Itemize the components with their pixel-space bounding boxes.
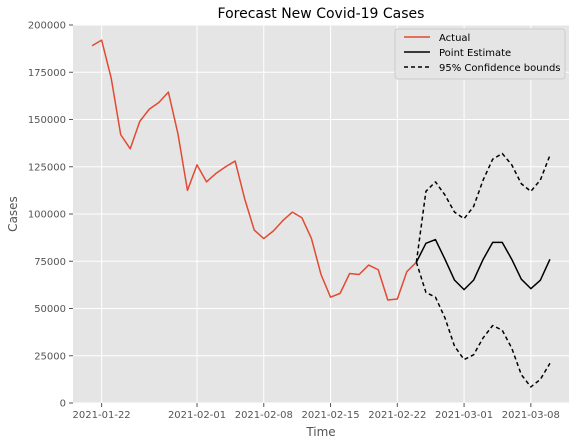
x-tick-label: 2021-02-15 — [301, 410, 359, 421]
legend-label-point-estimate: Point Estimate — [439, 48, 511, 59]
y-tick-label: 50000 — [34, 304, 66, 315]
legend-box — [394, 28, 566, 80]
chart-title: Forecast New Covid-19 Cases — [218, 6, 425, 22]
x-axis-ticks: 2021-01-22 2021-02-01 2021-02-08 2021-02-15… — [73, 403, 560, 421]
x-tick-label: 2021-02-08 — [235, 410, 293, 421]
x-tick-label: 2021-01-22 — [73, 410, 131, 421]
y-tick-label: 200000 — [28, 21, 66, 32]
actual-line — [91, 39, 417, 301]
y-tick-label: 175000 — [28, 68, 66, 79]
series-lines — [91, 39, 551, 388]
x-tick-label: 2021-02-01 — [168, 410, 226, 421]
upper-confidence-line — [415, 152, 551, 263]
y-tick-label: 75000 — [34, 257, 66, 268]
legend-label-actual: Actual — [439, 33, 470, 44]
y-axis-ticks: 0 25000 50000 75000 100000 125000 150000 175000… — [28, 21, 73, 410]
y-tick-label: 100000 — [28, 210, 66, 221]
point-estimate-line — [415, 238, 551, 291]
y-tick-label: 125000 — [28, 162, 66, 173]
y-tick-label: 25000 — [34, 351, 66, 362]
y-tick-label: 150000 — [28, 115, 66, 126]
x-tick-label: 2021-03-01 — [435, 410, 493, 421]
legend: Actual Point Estimate 95% Confidence bou… — [394, 28, 566, 80]
lower-confidence-line — [415, 261, 551, 388]
y-axis-label: Cases — [6, 196, 20, 232]
legend-label-confidence: 95% Confidence bounds — [439, 63, 561, 74]
x-tick-label: 2021-02-22 — [368, 410, 426, 421]
y-tick-label: 0 — [60, 399, 66, 410]
x-axis-label: Time — [305, 425, 335, 439]
x-tick-label: 2021-03-08 — [502, 410, 560, 421]
